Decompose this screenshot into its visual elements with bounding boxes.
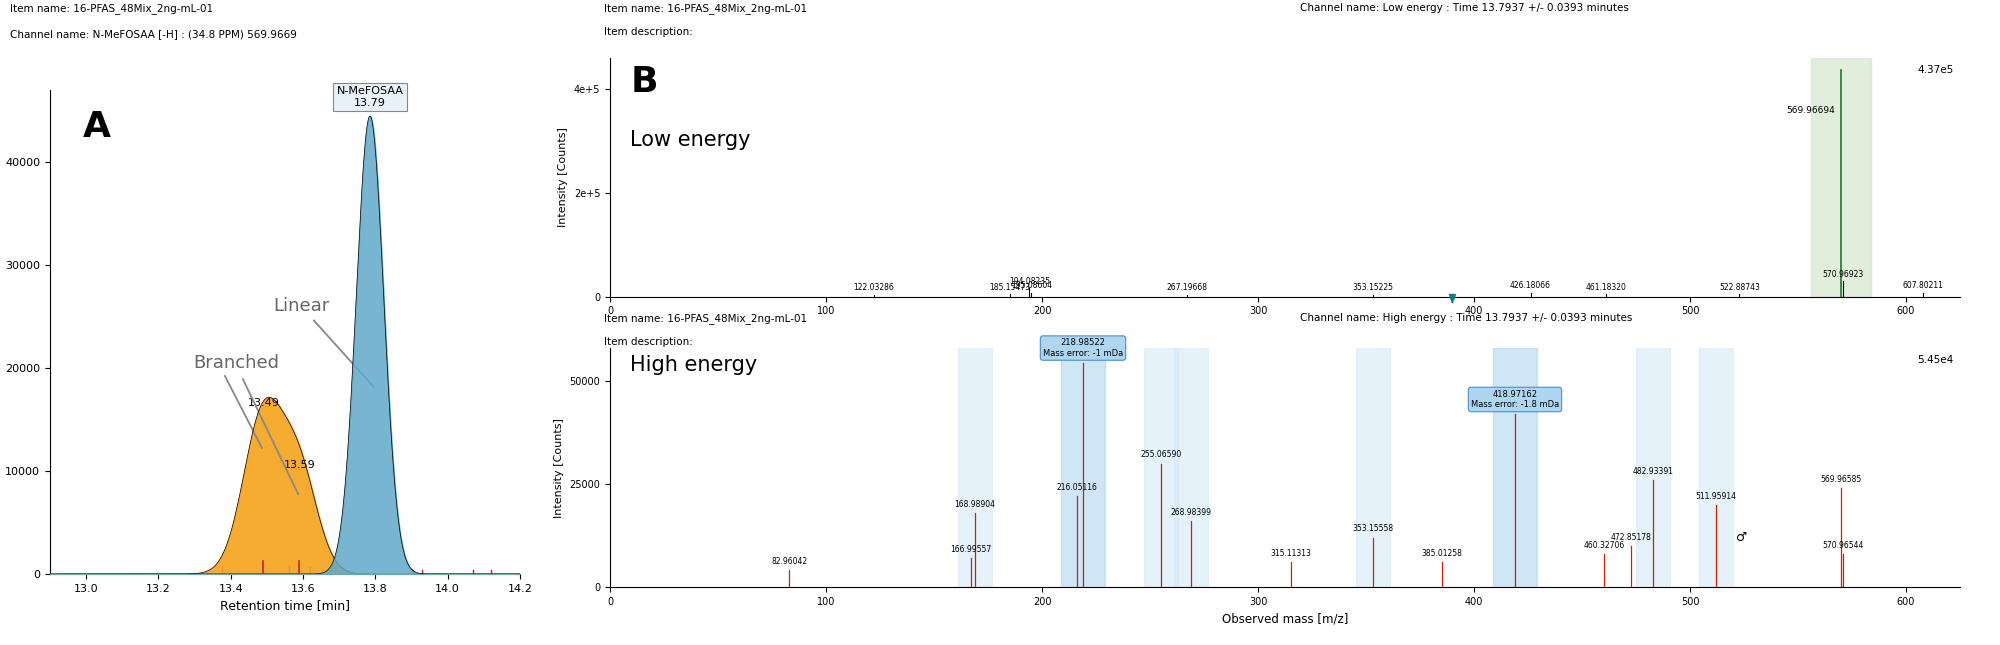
Text: 5.45e4: 5.45e4 [1916, 355, 1954, 366]
X-axis label: Observed mass [m/z]: Observed mass [m/z] [1222, 612, 1348, 625]
Bar [1698, 348, 1734, 587]
Text: Channel name: Low energy : Time 13.7937 +/- 0.0393 minutes: Channel name: Low energy : Time 13.7937 … [1300, 3, 1628, 14]
Text: Low energy: Low energy [630, 130, 750, 150]
Text: 570.96544: 570.96544 [1822, 541, 1864, 550]
Bar [1356, 348, 1390, 587]
Text: 460.32706: 460.32706 [1584, 541, 1624, 550]
Text: B: B [630, 65, 658, 99]
Bar [1174, 348, 1208, 587]
Bar [1636, 348, 1670, 587]
Text: 353.15225: 353.15225 [1352, 283, 1394, 292]
Text: 522.88743: 522.88743 [1718, 283, 1760, 292]
Text: 268.98399: 268.98399 [1170, 508, 1212, 517]
Text: 267.19668: 267.19668 [1166, 283, 1208, 292]
Text: 194.08235: 194.08235 [1008, 277, 1050, 286]
Text: A: A [82, 110, 110, 144]
Text: Item name: 16-PFAS_48Mix_2ng-mL-01: Item name: 16-PFAS_48Mix_2ng-mL-01 [10, 3, 214, 14]
Text: Channel name: N-MeFOSAA [-H] : (34.8 PPM) 569.9669: Channel name: N-MeFOSAA [-H] : (34.8 PPM… [10, 29, 296, 39]
Text: Item description:: Item description: [604, 337, 692, 347]
Bar [1494, 348, 1536, 587]
Text: Item name: 16-PFAS_48Mix_2ng-mL-01: Item name: 16-PFAS_48Mix_2ng-mL-01 [604, 313, 808, 324]
Text: ♂: ♂ [1736, 531, 1748, 544]
Text: 426.18066: 426.18066 [1510, 281, 1552, 290]
Text: 461.18320: 461.18320 [1586, 283, 1626, 292]
Y-axis label: Intensity [Counts]: Intensity [Counts] [558, 128, 568, 227]
Text: Channel name: High energy : Time 13.7937 +/- 0.0393 minutes: Channel name: High energy : Time 13.7937… [1300, 313, 1632, 323]
Text: 511.95914: 511.95914 [1696, 491, 1736, 501]
Text: 195.08604: 195.08604 [1010, 281, 1052, 290]
Bar [1062, 348, 1104, 587]
Text: 122.03286: 122.03286 [854, 283, 894, 292]
Bar [1144, 348, 1178, 587]
Text: Linear: Linear [274, 297, 374, 387]
Text: 569.96694: 569.96694 [1786, 106, 1834, 115]
Text: 385.01258: 385.01258 [1422, 549, 1462, 558]
X-axis label: Retention time [min]: Retention time [min] [220, 599, 350, 612]
Text: 418.97162
Mass error: -1.8 mDa: 418.97162 Mass error: -1.8 mDa [1470, 390, 1560, 409]
Text: 166.99557: 166.99557 [950, 545, 992, 554]
Text: Branched: Branched [192, 354, 278, 372]
Text: 4.37e5: 4.37e5 [1916, 65, 1954, 75]
Text: 482.93391: 482.93391 [1632, 467, 1674, 476]
Y-axis label: Intensity [Counts]: Intensity [Counts] [554, 418, 564, 517]
Text: 353.15558: 353.15558 [1352, 524, 1394, 533]
Text: 607.80211: 607.80211 [1902, 281, 1944, 290]
Text: 13.59: 13.59 [284, 460, 316, 470]
Text: 82.96042: 82.96042 [772, 557, 808, 566]
Text: 569.96585: 569.96585 [1820, 475, 1862, 484]
Text: High energy: High energy [630, 355, 758, 375]
Text: 570.96923: 570.96923 [1822, 270, 1864, 279]
Bar [1810, 58, 1872, 297]
Text: Item name: 16-PFAS_48Mix_2ng-mL-01: Item name: 16-PFAS_48Mix_2ng-mL-01 [604, 3, 808, 14]
Bar [958, 348, 992, 587]
Text: 315.11313: 315.11313 [1270, 549, 1312, 558]
Text: N-MeFOSAA
13.79: N-MeFOSAA 13.79 [336, 86, 404, 108]
Text: 168.98904: 168.98904 [954, 500, 996, 509]
Text: 255.06590: 255.06590 [1140, 450, 1182, 459]
Text: 185.15473: 185.15473 [990, 283, 1030, 292]
Text: 13.49: 13.49 [248, 399, 280, 408]
Text: Item description:: Item description: [604, 27, 692, 37]
Text: 218.98522
Mass error: -1 mDa: 218.98522 Mass error: -1 mDa [1042, 339, 1124, 358]
Text: 216.05116: 216.05116 [1056, 483, 1098, 492]
Text: 472.85178: 472.85178 [1610, 533, 1652, 542]
